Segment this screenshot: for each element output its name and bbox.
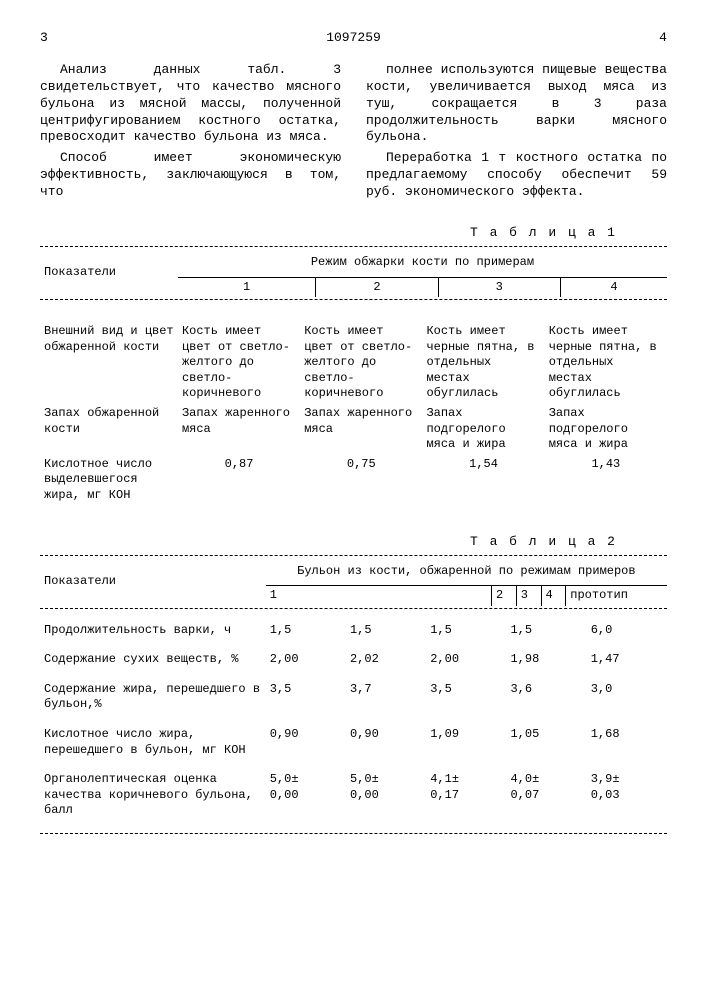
table2-cell: 1,68 (587, 725, 667, 760)
table1-cell: 1,43 (545, 455, 667, 506)
table2-cell: 2,00 (426, 650, 506, 670)
body-columns: Анализ данных табл. 3 свидетельствует, ч… (40, 62, 667, 205)
table2-cell: 1,98 (506, 650, 586, 670)
table2-row-label: Содержание жира, перешедшего в бульон,% (40, 680, 266, 715)
table1-title: Т а б л и ц а 1 (40, 225, 617, 242)
table2-cell: 0,90 (346, 725, 426, 760)
table2-row-label: Продолжительность варки, ч (40, 621, 266, 641)
table1-row-label: Кислотное число выделевшегося жира, мг К… (40, 455, 178, 506)
table1-cell: Кость имеет черные пятна, в отдельных ме… (422, 322, 544, 404)
table2-cell: 3,0 (587, 680, 667, 715)
table1-col: 4 (560, 277, 667, 297)
page-header: 3 1097259 4 (40, 30, 667, 47)
table2-cell: 3,5 (266, 680, 346, 715)
table2-cell: 4,1± 0,17 (426, 770, 506, 821)
table2-body: Продолжительность варки, ч1,51,51,51,56,… (40, 621, 667, 831)
table1-col: 2 (316, 277, 438, 297)
table2-cell: 2,00 (266, 650, 346, 670)
table1: Показатели Режим обжарки кости по пример… (40, 249, 667, 297)
table2-cell: 1,5 (266, 621, 346, 641)
table2-cell: 5,0± 0,00 (346, 770, 426, 821)
table2-col: прототип (566, 586, 667, 606)
table1-cell: Запах подгорелого мяса и жира (422, 404, 544, 455)
right-column: полнее используются пищевые вещества кос… (366, 62, 667, 205)
paragraph: Анализ данных табл. 3 свидетельствует, ч… (40, 62, 341, 146)
divider (40, 555, 667, 556)
table1-cell: Кость имеет цвет от светло-желтого до св… (300, 322, 422, 404)
paragraph: Переработка 1 т костного остатка по пред… (366, 150, 667, 201)
table2-col: 2 (491, 586, 516, 606)
left-column: Анализ данных табл. 3 свидетельствует, ч… (40, 62, 341, 205)
table1-cell: 0,87 (178, 455, 300, 506)
table2-cell: 3,7 (346, 680, 426, 715)
table1-cell: Кость имеет черные пятна, в отдельных ме… (545, 322, 667, 404)
table1-col: 1 (178, 277, 316, 297)
table1-cell: Запах жаренного мяса (300, 404, 422, 455)
table1-cell: 1,54 (422, 455, 544, 506)
table1-cell: 0,75 (300, 455, 422, 506)
table1-cell: Кость имеет цвет от светло-желтого до св… (178, 322, 300, 404)
table2-header: Показатели Бульон из кости, обжаренной п… (40, 558, 667, 606)
table2-header-group: Бульон из кости, обжаренной по режимам п… (266, 558, 667, 586)
table2-cell: 3,5 (426, 680, 506, 715)
table2-row-label: Органолептическая оценка качества коричн… (40, 770, 266, 821)
divider (40, 608, 667, 609)
table1-col: 3 (438, 277, 560, 297)
table1-header-main: Показатели (40, 249, 178, 297)
table2-cell: 1,09 (426, 725, 506, 760)
table2-cell: 2,02 (346, 650, 426, 670)
paragraph: полнее используются пищевые вещества кос… (366, 62, 667, 146)
table1-cell: Запах подгорелого мяса и жира (545, 404, 667, 455)
table2-cell: 1,5 (426, 621, 506, 641)
table2-cell: 3,6 (506, 680, 586, 715)
document-number: 1097259 (326, 30, 381, 47)
page-number-right: 4 (659, 30, 667, 47)
table2-cell: 4,0± 0,07 (506, 770, 586, 821)
table2-col: 3 (516, 586, 541, 606)
paragraph: Способ имеет экономическую эффективность… (40, 150, 341, 201)
table2-col: 1 (266, 586, 492, 606)
table2-cell: 3,9± 0,03 (587, 770, 667, 821)
table2-cell: 6,0 (587, 621, 667, 641)
table2-col: 4 (541, 586, 566, 606)
table2-cell: 0,90 (266, 725, 346, 760)
table2-title: Т а б л и ц а 2 (40, 534, 617, 551)
table2-cell: 1,47 (587, 650, 667, 670)
page-number-left: 3 (40, 30, 48, 47)
table1-header-group: Режим обжарки кости по примерам (178, 249, 667, 277)
table2-cell: 5,0± 0,00 (266, 770, 346, 821)
divider (40, 833, 667, 834)
table2-row-label: Кислотное число жира, перешедшего в буль… (40, 725, 266, 760)
table2-header-main: Показатели (40, 558, 266, 606)
table2-cell: 1,05 (506, 725, 586, 760)
table2-row-label: Содержание сухих веществ, % (40, 650, 266, 670)
table1-row-label: Запах обжаренной кости (40, 404, 178, 455)
table2-cell: 1,5 (506, 621, 586, 641)
table1-body: Внешний вид и цвет обжаренной кости Кост… (40, 322, 667, 506)
table1-row-label: Внешний вид и цвет обжаренной кости (40, 322, 178, 404)
table1-cell: Запах жаренного мяса (178, 404, 300, 455)
divider (40, 246, 667, 247)
table2-cell: 1,5 (346, 621, 426, 641)
divider (40, 299, 667, 300)
